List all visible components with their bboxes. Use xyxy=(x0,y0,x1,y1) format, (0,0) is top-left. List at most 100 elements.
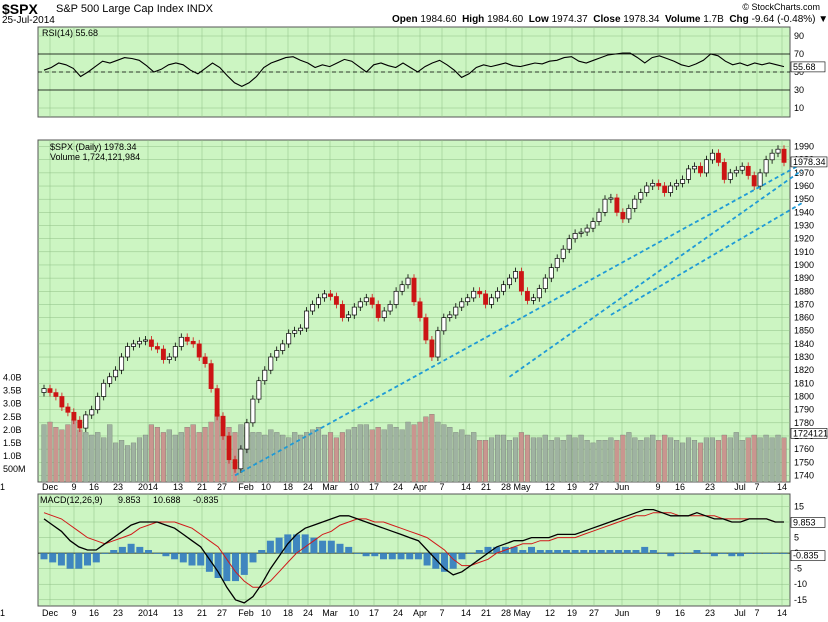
macd-x-tick-label: Jul xyxy=(734,608,746,618)
volume-bar xyxy=(357,424,363,483)
price-tick-label: 1850 xyxy=(794,326,814,336)
candle-body xyxy=(351,306,357,316)
price-x-tick-label: Feb xyxy=(238,482,254,492)
index-title: S&P 500 Large Cap Index xyxy=(56,3,184,15)
candle-body xyxy=(524,290,530,301)
macd-histogram-bar xyxy=(615,550,623,554)
volume-bar xyxy=(489,437,495,483)
volume-bar xyxy=(757,437,763,483)
volume-bar xyxy=(512,437,519,483)
macd-histogram-bar xyxy=(432,553,440,569)
volume-bar xyxy=(721,434,727,483)
volume-bar xyxy=(363,424,369,483)
macd-histogram-bar xyxy=(171,553,179,560)
price-panel: 1740175017601770178017901800181018201830… xyxy=(0,139,828,492)
volume-bar xyxy=(745,437,751,483)
volume-bar xyxy=(554,437,560,483)
macd-histogram-bar xyxy=(188,553,196,566)
price-x-tick-label: 24 xyxy=(303,482,313,492)
candle-body xyxy=(113,369,119,378)
macd-histogram-bar xyxy=(623,550,631,554)
macd-x-tick-label: Apr xyxy=(413,608,427,618)
macd-histogram-bar xyxy=(475,550,483,554)
candle-body xyxy=(429,339,435,358)
chevron-down-icon[interactable]: ▼ xyxy=(818,14,828,25)
volume-bar xyxy=(345,429,351,483)
volume-bar xyxy=(453,432,459,483)
exchange-label: INDX xyxy=(186,3,213,15)
volume-bar xyxy=(751,434,757,483)
candle-body xyxy=(757,172,763,187)
macd-histogram-bar xyxy=(528,546,535,554)
volume-bar xyxy=(590,442,596,483)
candle-body xyxy=(316,297,321,305)
volume-bar xyxy=(626,432,632,483)
macd-histogram-bar xyxy=(658,553,666,554)
candle-body xyxy=(686,168,691,180)
candle-body xyxy=(441,317,447,332)
candle-body xyxy=(196,343,202,358)
volume-bar xyxy=(405,421,411,483)
volume-bar xyxy=(465,434,471,483)
macd-panel: -15-10-5051015MACD(12,26,9)9.85310.688-0… xyxy=(0,493,826,618)
macd-histogram-bar xyxy=(101,553,109,554)
candle-body xyxy=(650,183,656,187)
macd-histogram-bar xyxy=(641,546,649,554)
price-tick-label: 1790 xyxy=(794,405,814,415)
volume-bar xyxy=(518,432,524,483)
candle-body xyxy=(674,183,680,187)
macd-histogram-bar xyxy=(301,534,309,554)
price-x-tick-label: Apr xyxy=(413,482,427,492)
volume-bar xyxy=(292,432,298,483)
candle-body xyxy=(304,310,310,329)
price-x-tick-label: 2014 xyxy=(138,482,158,492)
candle-body xyxy=(602,198,608,213)
candle-body xyxy=(387,304,393,312)
candle-body xyxy=(668,185,674,193)
volume-bar xyxy=(339,432,345,483)
volume-bar xyxy=(393,427,399,483)
macd-histogram-bar xyxy=(293,534,300,554)
macd-histogram-bar xyxy=(649,550,657,554)
macd-histogram-bar xyxy=(84,553,91,566)
volume-bar xyxy=(739,440,745,483)
macd-histogram-bar xyxy=(562,550,570,554)
volume-bar xyxy=(417,421,423,483)
macd-last-box xyxy=(790,517,826,528)
candle-body xyxy=(447,314,453,318)
macd-histogram-bar xyxy=(719,553,727,554)
macd-x-tick-label: 10 xyxy=(349,608,359,618)
candle-body xyxy=(83,414,89,429)
symbol: $SPX xyxy=(2,1,38,17)
macd-histogram-bar xyxy=(589,550,596,554)
volume-bar xyxy=(578,434,584,483)
volume-bar xyxy=(315,427,322,483)
price-x-tick-label: 7 xyxy=(754,482,759,492)
macd-x-tick-label: 18 xyxy=(283,608,293,618)
price-x-tick-label: 7 xyxy=(439,482,444,492)
volume-tick-label: 500M xyxy=(3,464,26,474)
macd-histogram-bar xyxy=(75,553,83,569)
candle-body xyxy=(459,301,465,308)
chg-value: -9.64 (-0.48%) xyxy=(751,14,816,25)
candle-body xyxy=(501,284,506,292)
macd-histogram-bar xyxy=(118,546,126,554)
macd-histogram-bar xyxy=(545,550,553,554)
volume-bar xyxy=(166,429,172,483)
macd-histogram-bar xyxy=(197,553,205,566)
candle-body xyxy=(692,165,697,170)
macd-histogram-bar xyxy=(597,550,605,554)
volume-bar xyxy=(632,437,638,483)
candle-body xyxy=(238,448,244,470)
low-label: Low xyxy=(528,14,549,25)
candle-body xyxy=(71,411,77,421)
price-tick-label: 1950 xyxy=(794,194,814,204)
macd-histogram-bar xyxy=(362,553,370,557)
volume-bar xyxy=(477,440,483,483)
price-x-tick-label: Jun xyxy=(615,482,630,492)
volume-bar xyxy=(59,429,65,483)
macd-x-tick-label: 23 xyxy=(113,608,123,618)
volume-bar xyxy=(411,424,417,483)
macd-histogram-bar xyxy=(397,553,405,560)
volume-last-value: 1724121 xyxy=(793,428,828,438)
